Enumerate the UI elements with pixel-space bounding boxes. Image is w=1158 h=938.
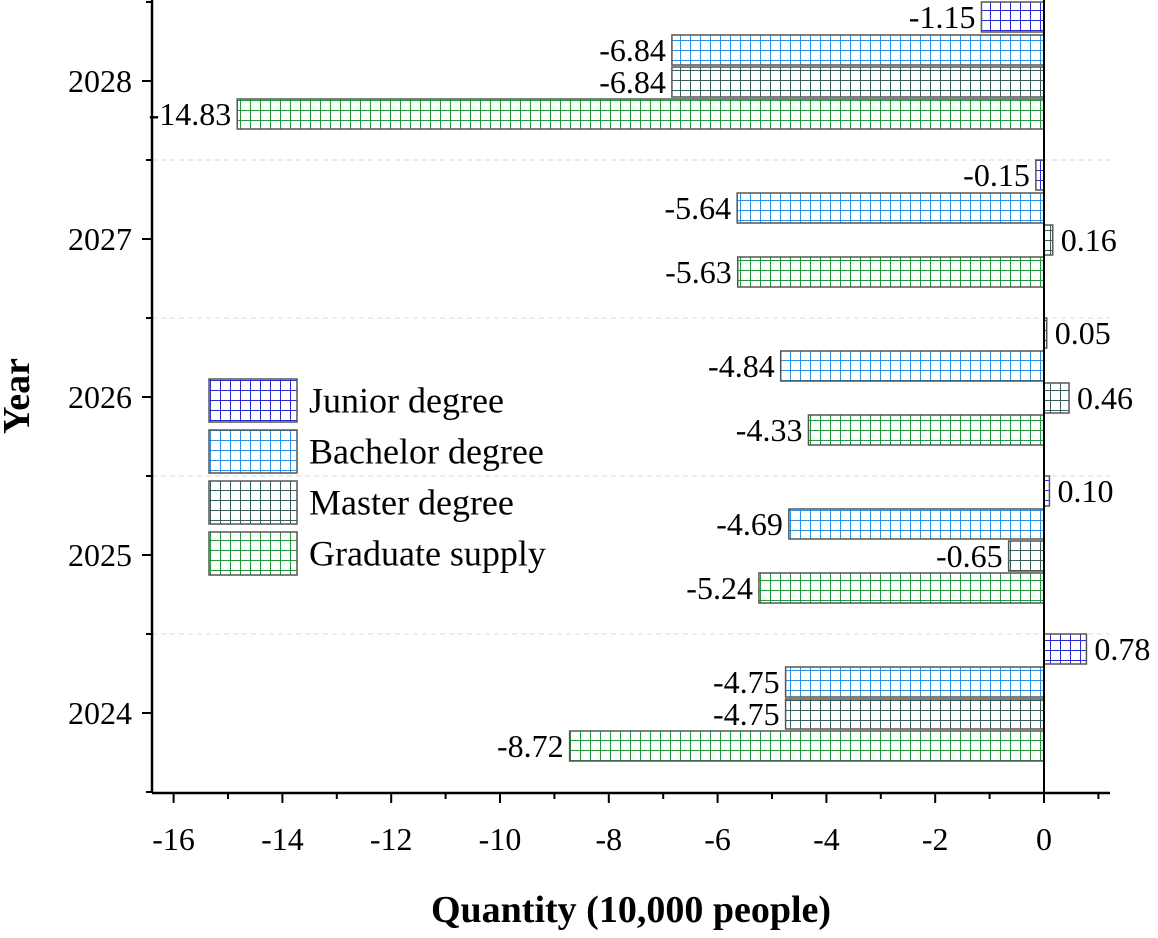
y-tick-label: 2026 xyxy=(68,379,132,415)
x-tick-label: -10 xyxy=(479,821,522,857)
category-separators xyxy=(152,159,1110,635)
x-axis-title: Quantity (10,000 people) xyxy=(431,889,831,931)
data-label: -4.69 xyxy=(716,506,783,542)
data-label: -5.63 xyxy=(665,254,732,290)
bar-2024-junior-degree xyxy=(1043,633,1088,665)
y-tick-label: 2024 xyxy=(68,695,132,731)
bar-2028-graduate-supply xyxy=(236,98,1045,130)
y-tick-label: 2028 xyxy=(68,63,132,99)
data-labels-layer: 0.78 -4.75-4.75 -8.72 0.10 -4.69 -0.65 -5.24 0.… xyxy=(149,0,1151,764)
legend-label: Bachelor degree xyxy=(309,432,544,472)
bar-2028-bachelor-degree xyxy=(671,34,1045,66)
x-tick-label: -2 xyxy=(922,821,949,857)
data-label: -1.15 xyxy=(909,0,976,35)
data-label: -0.65 xyxy=(936,538,1003,574)
bar-2026-graduate-supply xyxy=(807,414,1045,446)
data-label: -4.75 xyxy=(713,696,780,732)
bar-2026-master-degree xyxy=(1043,382,1070,414)
bar-2024-master-degree xyxy=(784,698,1045,730)
x-tick-label: -12 xyxy=(370,821,413,857)
data-label: -5.64 xyxy=(665,190,732,226)
bar-2026-bachelor-degree xyxy=(779,350,1045,382)
data-label: 0.78 xyxy=(1094,631,1150,667)
bar-2027-master-degree xyxy=(1043,224,1054,256)
bar-2024-bachelor-degree xyxy=(784,666,1045,698)
data-label: 0.16 xyxy=(1061,222,1117,258)
x-tick-label: -16 xyxy=(152,821,195,857)
y-tick-label: 2025 xyxy=(68,537,132,573)
bar-2025-graduate-supply xyxy=(758,572,1045,604)
data-label: -6.84 xyxy=(599,32,666,68)
bar-2024-graduate-supply xyxy=(568,730,1045,762)
data-label: -4.33 xyxy=(736,412,803,448)
y-axis-title: Year xyxy=(0,358,38,434)
x-tick-label: -8 xyxy=(595,821,622,857)
data-label: -14.83 xyxy=(149,96,232,132)
bar-2028-junior-degree xyxy=(980,1,1045,33)
data-label: -8.72 xyxy=(497,728,564,764)
bar-2027-bachelor-degree xyxy=(736,192,1045,224)
legend-label: Master degree xyxy=(309,483,514,523)
data-label: -4.84 xyxy=(708,348,775,384)
data-label: 0.05 xyxy=(1055,315,1111,351)
bar-2027-junior-degree xyxy=(1035,159,1045,191)
legend-swatch xyxy=(208,378,298,423)
legend-label: Junior degree xyxy=(309,381,504,421)
bar-2025-master-degree xyxy=(1007,540,1045,572)
bar-2028-master-degree xyxy=(671,66,1045,98)
x-tick-label: -4 xyxy=(813,821,840,857)
legend-swatch xyxy=(208,480,298,525)
data-label: -6.84 xyxy=(599,64,666,100)
x-tick-label: 0 xyxy=(1036,821,1052,857)
legend-swatch xyxy=(208,429,298,474)
y-tick-label: 2027 xyxy=(68,221,132,257)
axes-layer: -16 -14 -12 -10 -8 -6 -4 -2 0 2024 2025 2026 2027 202… xyxy=(68,0,1110,857)
legend-label: Graduate supply xyxy=(309,534,546,574)
data-label: 0.10 xyxy=(1057,473,1113,509)
x-tick-label: -14 xyxy=(261,821,304,857)
legend-swatch xyxy=(208,531,298,576)
bars-layer xyxy=(236,1,1088,762)
data-label: 0.46 xyxy=(1077,380,1133,416)
bar-2025-bachelor-degree xyxy=(788,508,1045,540)
data-label: -0.15 xyxy=(963,157,1030,193)
data-label: -4.75 xyxy=(713,664,780,700)
data-label: -5.24 xyxy=(686,570,753,606)
legend: Junior degree Bachelor degree Master degre… xyxy=(208,378,546,576)
bar-2027-graduate-supply xyxy=(736,256,1045,288)
x-tick-label: -6 xyxy=(704,821,731,857)
